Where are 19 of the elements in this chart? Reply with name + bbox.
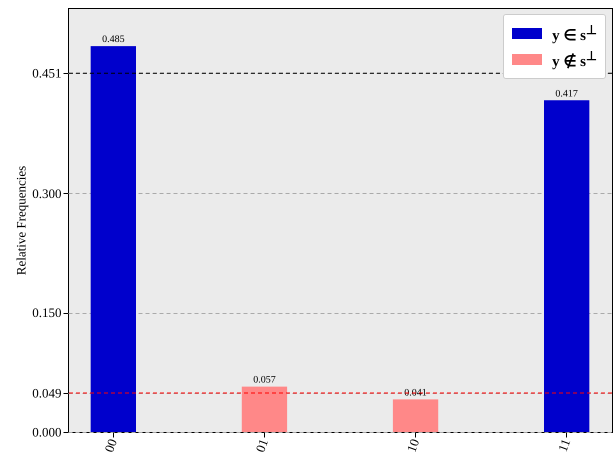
data-label: 0.417 <box>555 88 578 100</box>
y-tick-label: 0.451 <box>32 66 62 81</box>
y-tick-label: 0.000 <box>32 424 62 440</box>
y-axis-title: Relative Frequencies <box>13 166 28 276</box>
y-tick-label: 0.300 <box>32 186 62 201</box>
legend-label: y ∈ s$^{⊥}$ <box>552 22 597 45</box>
x-tick-label: 10 <box>404 436 422 454</box>
bar <box>544 100 590 432</box>
legend-label: y ∉ s$^{⊥}$ <box>552 48 597 71</box>
x-tick-label: 11 <box>554 436 574 454</box>
bar <box>90 46 136 432</box>
x-tick-label: 00 <box>101 436 120 454</box>
bar <box>392 399 438 432</box>
bar <box>242 386 288 432</box>
data-label: 0.485 <box>102 34 125 46</box>
data-label: 0.057 <box>253 374 276 386</box>
y-tick-label: 0.049 <box>32 386 62 401</box>
y-tick-label: 0.150 <box>32 305 62 320</box>
x-tick-label: 01 <box>252 436 272 454</box>
